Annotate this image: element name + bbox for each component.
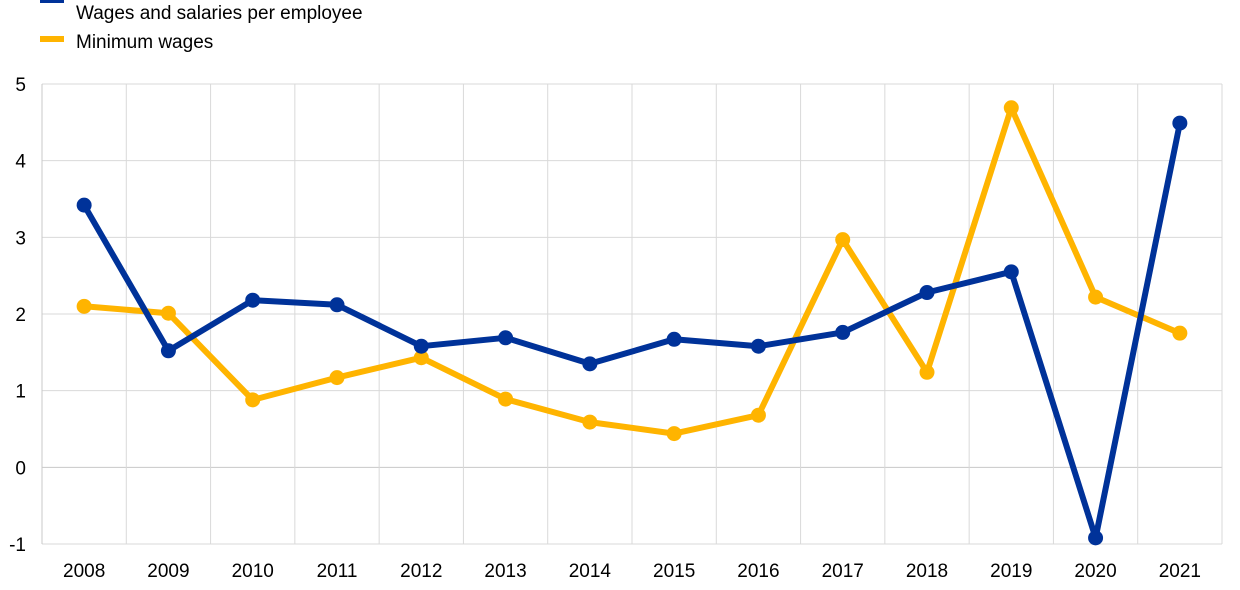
- y-tick-label: 1: [15, 382, 26, 403]
- data-point-wages: [919, 285, 935, 301]
- data-point-wages: [160, 343, 176, 359]
- data-point-minimum-wages: [1088, 289, 1104, 305]
- grid: [41, 83, 1223, 545]
- x-tick-label: 2016: [737, 561, 779, 582]
- data-point-wages: [1172, 115, 1188, 131]
- data-point-wages: [666, 331, 682, 347]
- y-axis-labels: -1 0 1 2 3 4 5: [9, 75, 26, 556]
- series-line-wages: [81, 120, 1183, 541]
- data-point-minimum-wages: [160, 305, 176, 321]
- data-point-wages: [413, 338, 429, 354]
- legend-swatch-minimum-wages: [40, 36, 64, 42]
- x-tick-label: 2009: [147, 561, 189, 582]
- data-point-minimum-wages: [413, 350, 429, 366]
- y-tick-label: 0: [15, 458, 26, 479]
- legend-label-minimum-wages: Minimum wages: [76, 32, 214, 53]
- x-tick-label: 2020: [1074, 561, 1116, 582]
- data-point-wages: [76, 197, 92, 213]
- data-point-wages: [835, 324, 851, 340]
- data-point-minimum-wages: [329, 370, 345, 386]
- series-wages: [76, 115, 1188, 546]
- data-point-minimum-wages: [76, 298, 92, 314]
- data-point-minimum-wages: [835, 232, 851, 248]
- x-tick-label: 2014: [569, 561, 612, 582]
- legend-label-wages: Wages and salaries per employee: [76, 3, 363, 24]
- y-tick-label: -1: [9, 535, 26, 556]
- legend-swatch-wages: [40, 0, 64, 3]
- y-tick-label: 2: [15, 305, 26, 326]
- x-tick-label: 2008: [63, 561, 105, 582]
- x-tick-label: 2012: [400, 561, 442, 582]
- x-tick-label: 2019: [990, 561, 1032, 582]
- data-point-minimum-wages: [245, 392, 261, 408]
- x-tick-label: 2015: [653, 561, 695, 582]
- data-point-minimum-wages: [582, 414, 598, 430]
- data-point-wages: [1088, 530, 1104, 546]
- y-tick-label: 4: [15, 152, 26, 173]
- data-point-wages: [1003, 264, 1019, 280]
- x-axis-labels: 2008 2009 2010 2011 2012 2013 2014 2015 2016 2017…: [63, 561, 1201, 582]
- x-tick-label: 2017: [822, 561, 864, 582]
- x-tick-label: 2013: [484, 561, 526, 582]
- data-point-minimum-wages: [1003, 100, 1019, 116]
- x-tick-label: 2011: [317, 561, 358, 582]
- x-tick-label: 2021: [1159, 561, 1201, 582]
- series-line-minimum-wages: [81, 104, 1183, 437]
- data-point-minimum-wages: [750, 407, 766, 423]
- data-point-minimum-wages: [1172, 325, 1188, 341]
- data-point-wages: [582, 356, 598, 372]
- data-point-wages: [245, 292, 261, 308]
- series-minimum-wages: [76, 100, 1188, 442]
- x-tick-label: 2010: [232, 561, 274, 582]
- y-tick-label: 5: [15, 75, 26, 96]
- data-point-wages: [750, 338, 766, 354]
- series-layer: [76, 100, 1188, 546]
- x-tick-label: 2018: [906, 561, 948, 582]
- y-tick-label: 3: [15, 228, 26, 249]
- data-point-minimum-wages: [666, 426, 682, 442]
- data-point-minimum-wages: [919, 364, 935, 380]
- data-point-wages: [329, 297, 345, 313]
- data-point-minimum-wages: [498, 391, 514, 407]
- data-point-wages: [498, 330, 514, 346]
